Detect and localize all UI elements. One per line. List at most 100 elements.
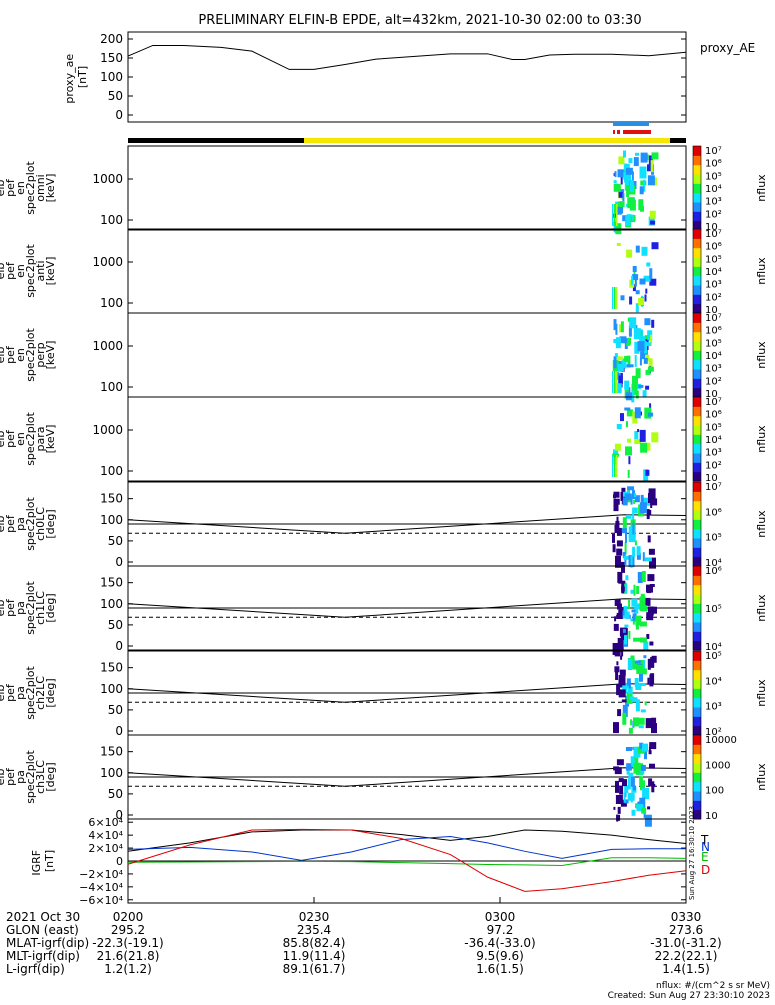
colorbar-segment bbox=[693, 238, 701, 249]
energy-ytick-label: 1000 bbox=[92, 339, 123, 353]
heatmap-cell bbox=[632, 284, 636, 292]
heatmap-cell bbox=[621, 582, 625, 594]
panel-ylabel-line: elb bbox=[0, 516, 7, 533]
panel-ylabel: elbpefenspec2plotperp[keV] bbox=[0, 328, 57, 382]
panel-ylabel: elbpefenspec2plotpara[keV] bbox=[0, 412, 57, 466]
colorbar-segment bbox=[693, 547, 701, 558]
heatmap-cell bbox=[636, 546, 641, 556]
panel-ylabel-line: spec2plot bbox=[24, 666, 37, 720]
heatmap-cell bbox=[644, 318, 651, 326]
heatmap-cell bbox=[645, 385, 650, 390]
heatmap-cell bbox=[646, 442, 651, 451]
heatmap-cell bbox=[628, 727, 633, 734]
heatmap-cell bbox=[642, 788, 650, 799]
panel-frame bbox=[127, 396, 687, 482]
pa-ytick-label: 0 bbox=[115, 555, 123, 569]
proxy-ae-yticks: 0 50 100 150 200 bbox=[100, 32, 686, 122]
colorbar-segment bbox=[693, 800, 701, 811]
heatmap-cell bbox=[627, 438, 631, 443]
heatmap-cell bbox=[631, 598, 638, 607]
ephemeris-value: 295.2 bbox=[111, 923, 145, 937]
ephemeris-value: 0330 bbox=[671, 910, 702, 924]
colorbar-segment bbox=[693, 612, 701, 623]
heatmap-cell bbox=[630, 555, 633, 568]
heatmap-cell bbox=[633, 717, 639, 727]
colorbar-tick-label: 10⁵ bbox=[705, 533, 722, 544]
heatmap-cell bbox=[646, 612, 654, 621]
heatmap-cell bbox=[627, 778, 631, 790]
heatmap-cell bbox=[633, 584, 636, 596]
pa-ytick-label: 50 bbox=[108, 787, 123, 801]
heatmap-cell bbox=[631, 171, 634, 182]
colorbar-segment bbox=[693, 622, 701, 632]
colorbar-tick-label: 10⁷ bbox=[705, 313, 722, 324]
heatmap-cell bbox=[613, 499, 619, 512]
colorbar-tick-label: 10⁶ bbox=[705, 326, 722, 337]
heatmap-cell bbox=[614, 371, 616, 393]
panel-ylabel-line: [deg] bbox=[44, 593, 57, 622]
heatmap-cell bbox=[643, 357, 648, 364]
heatmap-cell bbox=[624, 407, 631, 411]
heatmap-cell bbox=[637, 572, 643, 583]
igrf-ylabel-line2: [nT] bbox=[43, 850, 56, 872]
igrf-ylabel: IGRF [nT] bbox=[30, 846, 56, 875]
panel-ylabel-line: [keV] bbox=[44, 425, 57, 454]
heatmap-cell bbox=[648, 412, 654, 417]
heatmap-cell bbox=[621, 487, 626, 495]
heatmap-cell bbox=[625, 575, 629, 581]
zone-bar-yellow bbox=[304, 138, 670, 143]
colorbar-segment bbox=[693, 303, 701, 314]
colorbar-tick-label: 10⁷ bbox=[705, 229, 722, 240]
heatmap-cell bbox=[624, 799, 629, 804]
colorbar-segment bbox=[693, 538, 701, 548]
igrf-legend-t: T bbox=[700, 833, 709, 847]
colorbar-segment bbox=[693, 434, 701, 445]
colorbar-segment bbox=[693, 669, 701, 680]
colorbar-tick-label: 10³ bbox=[705, 280, 722, 291]
heatmap-cell bbox=[649, 674, 654, 687]
heatmap-cell bbox=[648, 548, 655, 555]
heatmap-cell bbox=[635, 368, 641, 379]
heatmap-cell bbox=[619, 201, 625, 208]
panel-ylabel-line: elb bbox=[0, 180, 7, 197]
heatmap-cell bbox=[627, 469, 630, 478]
pa-ytick-label: 0 bbox=[115, 639, 123, 653]
panel-ylabel-line: pef bbox=[4, 514, 17, 533]
panel-ylabel: elbpefpaspec2plotch1LC[deg] bbox=[0, 581, 57, 635]
panel-ylabel-line: pef bbox=[4, 598, 17, 617]
zone-bar-black-left bbox=[128, 138, 304, 143]
proxy-ae-frame bbox=[127, 31, 687, 123]
heatmap-cell bbox=[641, 807, 647, 814]
colorbar-tick-label: 10³ bbox=[705, 702, 722, 713]
panel-ylabel-line: pa bbox=[14, 686, 27, 700]
colorbar-segment bbox=[693, 322, 701, 333]
heatmap-cell bbox=[626, 763, 632, 769]
colorbar-segment bbox=[693, 462, 701, 473]
heatmap-cell bbox=[635, 290, 640, 295]
heatmap-cell bbox=[615, 323, 618, 335]
heatmap-cell bbox=[616, 287, 618, 309]
pa-ytick-label: 0 bbox=[115, 808, 123, 822]
heatmap-cell bbox=[612, 544, 616, 553]
colorbar-segment bbox=[693, 211, 701, 222]
panel-ylabel: elbpefenspec2plotomni[keV] bbox=[0, 161, 57, 215]
colorbar-segment bbox=[693, 285, 701, 295]
heatmap-cell bbox=[633, 637, 641, 642]
colorbar-tick-label: 10³ bbox=[705, 448, 722, 459]
colorbar-tick-label: 10 bbox=[705, 473, 718, 484]
heatmap-cell bbox=[636, 552, 641, 560]
pa-ytick-label: 100 bbox=[100, 766, 123, 780]
igrf-ytick-label: 0 bbox=[116, 855, 123, 868]
heatmap-cell bbox=[613, 494, 616, 499]
heatmap-cell bbox=[613, 180, 617, 184]
heatmap-cell bbox=[644, 341, 647, 354]
colorbar-segment bbox=[693, 331, 701, 342]
colorbar-segment bbox=[693, 341, 701, 351]
pa-ytick-label: 0 bbox=[115, 724, 123, 738]
heatmap-cell bbox=[612, 643, 619, 655]
heatmap-cell bbox=[651, 170, 654, 175]
